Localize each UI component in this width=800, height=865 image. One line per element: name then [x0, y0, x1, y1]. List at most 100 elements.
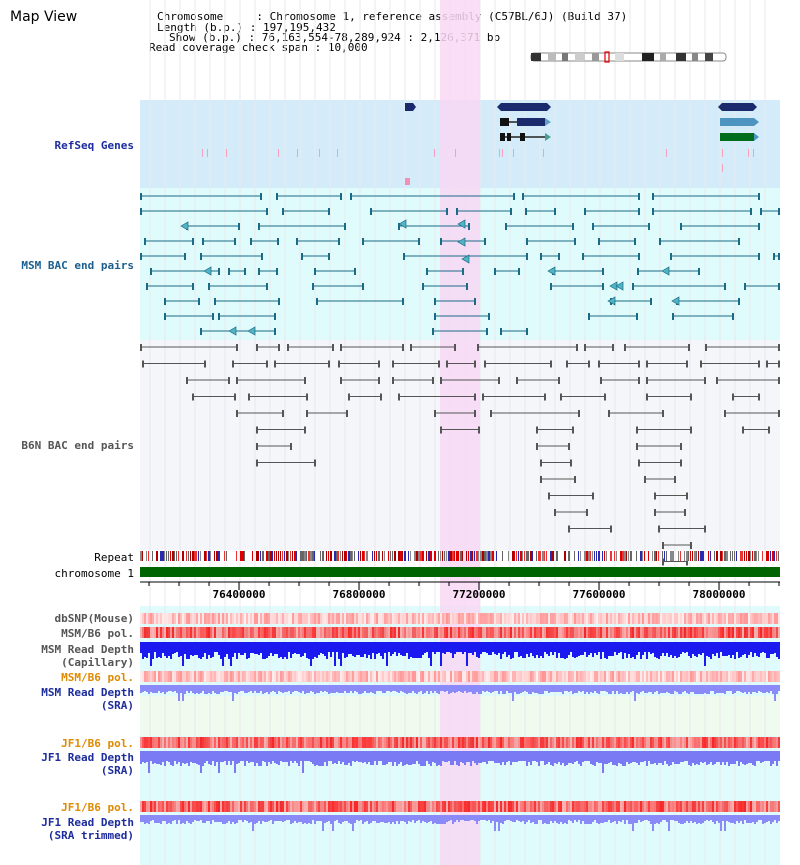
depth-bar	[594, 815, 596, 820]
dbsnp-label[interactable]: dbSNP(Mouse)	[54, 612, 134, 625]
depth-bar	[462, 685, 464, 693]
heat-cell	[434, 801, 436, 812]
depth-bar	[388, 815, 390, 822]
heat-cell	[602, 671, 604, 682]
heat-cell	[464, 627, 466, 638]
depth-bar	[336, 751, 338, 764]
heat-cell	[226, 801, 228, 812]
heat-cell	[258, 613, 260, 624]
depth-bar	[628, 685, 630, 694]
heat-cell	[318, 671, 320, 682]
heat-cell	[578, 613, 580, 624]
heat-cell	[750, 613, 752, 624]
repeat-segment	[164, 551, 165, 561]
depth-bar	[650, 642, 652, 654]
heat-cell	[302, 613, 304, 624]
refseq-genes-label[interactable]: RefSeq Genes	[54, 139, 134, 152]
show-label: Show (b.p.)	[169, 31, 242, 44]
bac-end-left	[236, 410, 238, 417]
jf1-read-depth-trimmed-label[interactable]: JF1 Read Depth (SRA trimmed)	[41, 816, 134, 842]
heat-cell	[256, 671, 258, 682]
heat-cell	[564, 627, 566, 638]
depth-bar	[346, 751, 348, 765]
heat-cell	[282, 737, 284, 748]
repeat-track[interactable]	[140, 551, 779, 561]
heat-cell	[158, 801, 160, 812]
depth-bar	[622, 642, 624, 659]
msm-b6-pol-sra-label[interactable]: MSM/B6 pol.	[61, 671, 134, 684]
heat-cell	[290, 671, 292, 682]
jf1-b6-pol-trimmed-label[interactable]: JF1/B6 pol.	[61, 801, 134, 814]
heat-cell	[740, 627, 742, 638]
depth-bar	[606, 642, 608, 659]
heat-cell	[634, 801, 636, 812]
depth-bar	[448, 815, 450, 821]
depth-bar	[240, 642, 242, 655]
heat-cell	[234, 737, 236, 748]
msm-read-depth-capillary-label[interactable]: MSM Read Depth (Capillary)	[41, 643, 134, 669]
depth-bar	[450, 751, 452, 765]
repeat-segment	[286, 551, 288, 561]
heat-cell	[362, 627, 364, 638]
heat-cell	[612, 613, 614, 624]
depth-bar	[312, 815, 314, 820]
heat-cell	[154, 737, 156, 748]
depth-bar	[692, 751, 694, 763]
heat-cell	[338, 671, 340, 682]
b6n-bac-end-pairs[interactable]	[140, 344, 780, 566]
heat-cell	[206, 671, 208, 682]
heat-cell	[572, 737, 574, 748]
repeat-segment	[758, 551, 759, 561]
highlight-region[interactable]	[440, 0, 480, 865]
repeat-segment	[732, 551, 733, 561]
heat-cell	[662, 627, 664, 638]
heat-cell	[452, 671, 454, 682]
heat-cell	[330, 671, 332, 682]
heat-cell	[754, 613, 756, 624]
refseq-genes[interactable]	[202, 103, 759, 185]
depth-bar	[522, 685, 524, 692]
msm-bac-label[interactable]: MSM BAC end pairs	[21, 259, 134, 272]
heat-cell	[392, 737, 394, 748]
depth-bar	[462, 642, 464, 654]
jf1-b6-pol-label[interactable]: JF1/B6 pol.	[61, 737, 134, 750]
heat-cell	[296, 627, 298, 638]
depth-bar	[626, 642, 628, 658]
b6n-bac-label[interactable]: B6N BAC end pairs	[21, 439, 134, 452]
depth-bar	[330, 642, 332, 657]
depth-bar	[510, 751, 512, 765]
depth-bar	[394, 751, 396, 762]
depth-bar	[468, 815, 470, 821]
msm-b6-pol-label[interactable]: MSM/B6 pol.	[61, 627, 134, 640]
heat-cell	[284, 801, 286, 812]
depth-bar	[640, 642, 642, 659]
heat-cell	[196, 627, 198, 638]
chromosome-ideogram[interactable]	[530, 51, 727, 63]
msm-bac-end-pairs[interactable]	[140, 193, 780, 336]
heat-cell	[514, 671, 516, 682]
heat-cell	[744, 737, 746, 748]
depth-bar	[754, 685, 756, 692]
msm-read-depth-sra-label[interactable]: MSM Read Depth (SRA)	[41, 686, 134, 712]
depth-bar	[530, 685, 532, 694]
depth-bar	[200, 685, 202, 693]
bac-end-left	[536, 426, 538, 434]
depth-bar	[668, 685, 670, 693]
heat-cell	[630, 801, 632, 812]
heat-cell	[464, 737, 466, 748]
repeat-segment	[610, 551, 612, 561]
depth-bar	[404, 815, 406, 822]
repeat-segment	[444, 551, 445, 561]
depth-bar	[638, 642, 640, 652]
depth-bar	[344, 685, 346, 691]
jf1-read-depth-sra-label[interactable]: JF1 Read Depth (SRA)	[41, 751, 134, 777]
heat-cell	[670, 801, 672, 812]
depth-bar	[674, 642, 676, 656]
depth-bar	[554, 685, 556, 692]
depth-bar	[778, 685, 780, 691]
heat-cell	[500, 801, 502, 812]
bac-end-left	[392, 360, 394, 368]
depth-bar	[406, 815, 408, 824]
depth-bar	[340, 751, 342, 764]
